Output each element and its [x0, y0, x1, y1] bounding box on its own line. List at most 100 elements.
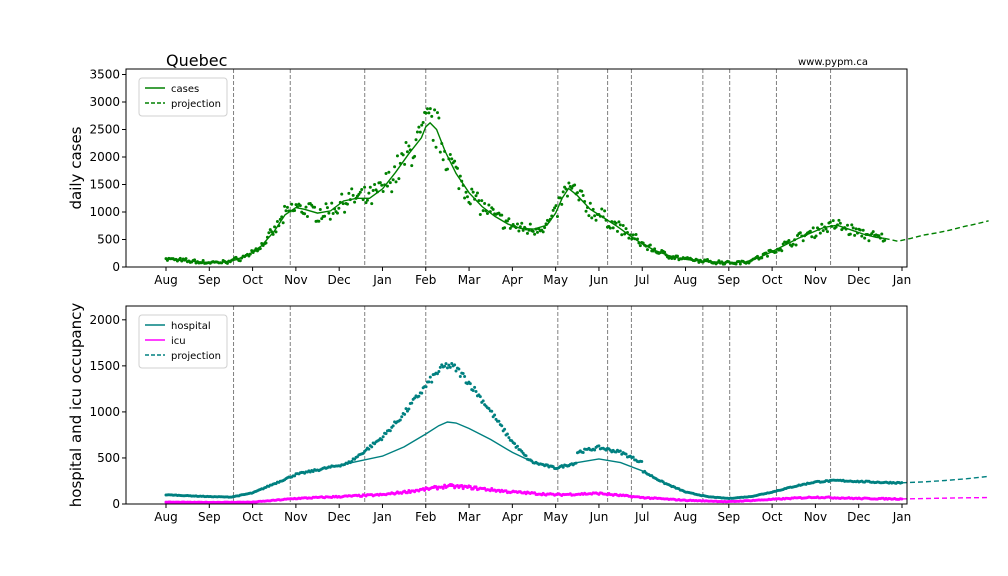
case-observation-point — [854, 227, 858, 231]
hospital-observation-point — [381, 435, 385, 439]
hospital-observation-point — [624, 452, 628, 456]
case-observation-point — [414, 138, 418, 142]
case-observation-point — [313, 205, 317, 209]
case-observation-point — [441, 158, 445, 162]
case-observation-point — [341, 202, 345, 206]
case-observation-point — [838, 221, 842, 225]
case-observation-point — [448, 153, 452, 157]
x-tick-label: Oct — [242, 273, 263, 287]
x-tick-label: Sep — [718, 510, 741, 524]
case-observation-point — [734, 262, 738, 266]
hospital-observation-point — [428, 375, 432, 379]
hospital-observation-point — [500, 424, 504, 428]
case-observation-point — [871, 230, 875, 234]
hospital-observation-point — [453, 363, 457, 367]
legend-label: hospital — [171, 321, 211, 332]
hospital-observation-point — [450, 362, 454, 366]
case-observation-point — [765, 254, 769, 258]
case-observation-point — [554, 204, 558, 208]
case-observation-point — [421, 120, 425, 124]
chart-title: Quebec — [166, 51, 227, 70]
case-observation-point — [478, 212, 482, 216]
case-observation-point — [340, 192, 344, 196]
case-observation-point — [323, 214, 327, 218]
case-observation-point — [430, 114, 434, 118]
case-observation-point — [853, 233, 857, 237]
x-tick-label: Feb — [415, 273, 436, 287]
case-observation-point — [801, 239, 805, 243]
y-tick-label: 2500 — [89, 123, 120, 137]
case-observation-point — [877, 234, 881, 238]
watermark-label: www.pypm.ca — [798, 57, 868, 68]
hospital-observation-point — [478, 395, 482, 399]
case-observation-point — [273, 225, 277, 229]
case-observation-point — [330, 201, 334, 205]
hospital-observation-point — [370, 445, 374, 449]
case-observation-point — [343, 210, 347, 214]
case-observation-point — [225, 261, 229, 265]
case-observation-point — [384, 171, 388, 175]
hospital-observation-point — [380, 438, 384, 442]
hospital-observation-point — [448, 365, 452, 369]
case-observation-point — [483, 202, 487, 206]
case-observation-point — [755, 254, 759, 258]
case-observation-point — [611, 226, 615, 230]
hospital-observation-point — [507, 436, 511, 440]
x-tick-label: Sep — [198, 510, 221, 524]
y-tick-label: 1500 — [89, 359, 120, 373]
case-observation-point — [283, 204, 287, 208]
case-observation-point — [837, 218, 841, 222]
case-observation-point — [561, 190, 565, 194]
icu-observation-point — [441, 486, 445, 490]
case-observation-point — [507, 217, 511, 221]
cases-panel: 0 500 1000 1500 2000 2500 3000 3500 Aug Sep Oct Nov… — [67, 68, 989, 287]
case-observation-point — [618, 223, 622, 227]
case-observation-point — [535, 230, 539, 234]
x-tick-label: Oct — [242, 510, 263, 524]
plot-frame — [125, 68, 908, 268]
x-tick-label: Mar — [458, 273, 481, 287]
hospital-observation-point — [445, 366, 449, 370]
y-tick-label: 3500 — [89, 68, 120, 82]
legend-label: icu — [171, 336, 186, 347]
case-observation-point — [491, 207, 495, 211]
case-observation-point — [294, 203, 298, 207]
y-tick-label: 500 — [97, 233, 120, 247]
case-observation-point — [420, 123, 424, 127]
case-observation-point — [505, 219, 509, 223]
hospital-observation-point — [410, 401, 414, 405]
hospital-observation-point — [487, 407, 491, 411]
case-observation-point — [267, 231, 271, 235]
x-tick-label: Oct — [762, 510, 783, 524]
case-observation-point — [883, 238, 887, 242]
case-observation-point — [624, 227, 628, 231]
case-observation-point — [331, 212, 335, 216]
hospital-observation-point — [481, 399, 485, 403]
hospital-observation-point — [443, 364, 447, 368]
case-observation-point — [358, 190, 362, 194]
case-observation-point — [378, 181, 382, 185]
case-observation-point — [521, 228, 525, 232]
x-tick-label: Mar — [458, 510, 481, 524]
hospital-observation-point — [493, 413, 497, 417]
case-observation-point — [570, 186, 574, 190]
case-observation-point — [370, 202, 374, 206]
hospital-observation-point — [503, 427, 507, 431]
case-observation-point — [508, 226, 512, 230]
case-observation-point — [863, 236, 867, 240]
x-tick-label: Feb — [415, 510, 436, 524]
hospital-observation-point — [420, 391, 424, 395]
case-observation-point — [275, 219, 279, 223]
case-observation-point — [407, 144, 411, 148]
case-observation-point — [697, 260, 701, 264]
x-tick-label: Jun — [589, 510, 609, 524]
case-observation-point — [391, 178, 395, 182]
occupancy-panel: 0 500 1000 1500 2000 Aug Sep Oct Nov Dec Jan Feb Mar… — [67, 303, 989, 524]
x-tick-label: Oct — [762, 273, 783, 287]
hospital-observation-point — [388, 429, 392, 433]
x-tick-label: Dec — [328, 273, 351, 287]
x-tick-label: Aug — [154, 510, 177, 524]
case-observation-point — [573, 183, 577, 187]
plot-frame — [125, 305, 908, 505]
case-observation-point — [357, 192, 361, 196]
